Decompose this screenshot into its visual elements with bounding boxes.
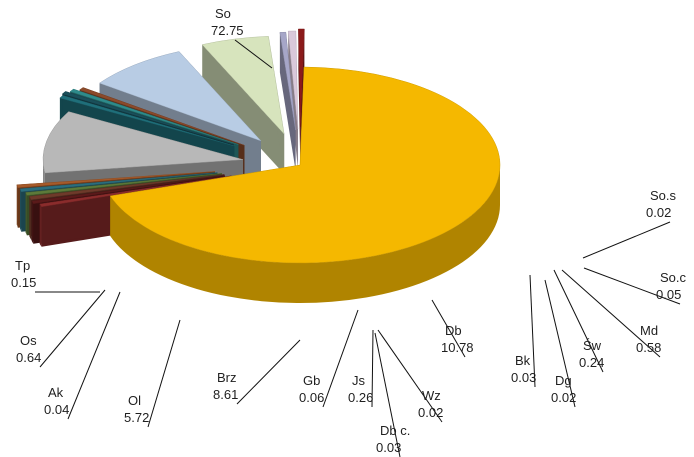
label-name-db-c: Db c. — [380, 423, 410, 438]
leader-line-brz — [236, 339, 301, 405]
slice-wall-ol-0 — [202, 44, 285, 174]
label-name-so-s: So.s — [650, 188, 677, 203]
label-value-bk: 0.03 — [511, 370, 536, 385]
leader-line-db — [431, 299, 466, 358]
leader-line-bk — [529, 274, 536, 388]
leader-line-gb — [322, 309, 359, 408]
label-name-w: Św — [583, 338, 602, 353]
label-name-dg: Dg — [555, 373, 572, 388]
label-value-so: 72.75 — [211, 23, 244, 38]
label-value-dg: 0.02 — [551, 390, 576, 405]
leader-line-db-c — [374, 332, 401, 457]
slice-top-ol — [201, 36, 285, 135]
leader-line-ol — [147, 319, 181, 428]
label-value-gb: 0.06 — [299, 390, 324, 405]
slice-top-os — [287, 30, 299, 130]
label-value-db: 10.78 — [441, 340, 474, 355]
slice-top-bk — [16, 171, 216, 188]
slice-top-w — [25, 173, 222, 196]
slice-ol — [201, 36, 285, 174]
label-value-ak: 0.04 — [44, 402, 69, 417]
label-name-tp: Tp — [15, 258, 30, 273]
label-name-os: Os — [20, 333, 37, 348]
slice-top-ak — [279, 31, 296, 131]
leader-line-md — [561, 269, 661, 358]
slices-group — [16, 28, 501, 303]
slice-top-so-c — [31, 175, 225, 205]
slice-top-js — [69, 88, 239, 145]
label-name-bk: Bk — [515, 353, 531, 368]
label-value-brz: 8.61 — [213, 387, 238, 402]
label-name-ak: Ak — [48, 385, 64, 400]
slice-top-gb — [79, 87, 245, 146]
leader-lines-group — [35, 39, 681, 457]
label-name-md: Md — [640, 323, 658, 338]
slice-top-dg — [19, 172, 218, 192]
slice-top-db — [42, 111, 244, 174]
slice-top-tp — [298, 28, 305, 128]
slice-top-wz — [59, 95, 235, 147]
slice-side-w — [25, 192, 27, 236]
label-value-db-c: 0.03 — [376, 440, 401, 455]
leader-line-w — [553, 269, 604, 373]
label-value-js: 0.26 — [348, 390, 373, 405]
slice-top-so — [109, 66, 501, 264]
slice-side-so-s — [39, 203, 42, 247]
label-name-ol: Ol — [128, 393, 141, 408]
leader-line-ak — [67, 291, 121, 420]
leader-line-so-c — [583, 267, 681, 305]
label-value-w: 0.24 — [579, 355, 604, 370]
label-value-md: 0.58 — [636, 340, 661, 355]
label-name-gb: Gb — [303, 373, 320, 388]
slice-top-brz — [98, 51, 262, 142]
slice-side-so — [110, 165, 501, 303]
slice-top-so-s — [39, 175, 232, 208]
leader-line-js — [371, 329, 374, 408]
label-name-wz: Wz — [422, 388, 441, 403]
leader-line-so — [234, 39, 273, 69]
leader-line-so-s — [582, 221, 671, 259]
label-value-so-c: 0.05 — [656, 287, 681, 302]
slice-so — [109, 66, 501, 303]
label-name-so-c: So.c — [660, 270, 687, 285]
label-name-js: Js — [352, 373, 366, 388]
leader-line-wz — [377, 329, 443, 423]
label-value-tp: 0.15 — [11, 275, 36, 290]
slice-side-md — [29, 196, 32, 240]
label-name-db: Db — [445, 323, 462, 338]
label-value-wz: 0.02 — [418, 405, 443, 420]
label-value-ol: 5.72 — [124, 410, 149, 425]
slice-top-db-c — [61, 91, 234, 145]
labels-group: So 72.75 So.s 0.02 So.c 0.05 Md 0.58 Św 0.24 Dg 0.0… — [11, 6, 687, 455]
leader-line-dg — [544, 279, 576, 408]
label-name-so: So — [215, 6, 231, 21]
slice-side-bk — [16, 184, 18, 228]
leader-line-os — [39, 289, 106, 368]
slice-side-dg — [20, 188, 22, 232]
slice-wall-ak-0 — [279, 32, 296, 171]
label-name-brz: Brz — [217, 370, 237, 385]
slice-ak — [279, 31, 296, 171]
slice-top-md — [29, 174, 225, 200]
label-value-os: 0.64 — [16, 350, 41, 365]
slice-side-so-c — [31, 200, 34, 244]
label-value-so-s: 0.02 — [646, 205, 671, 220]
